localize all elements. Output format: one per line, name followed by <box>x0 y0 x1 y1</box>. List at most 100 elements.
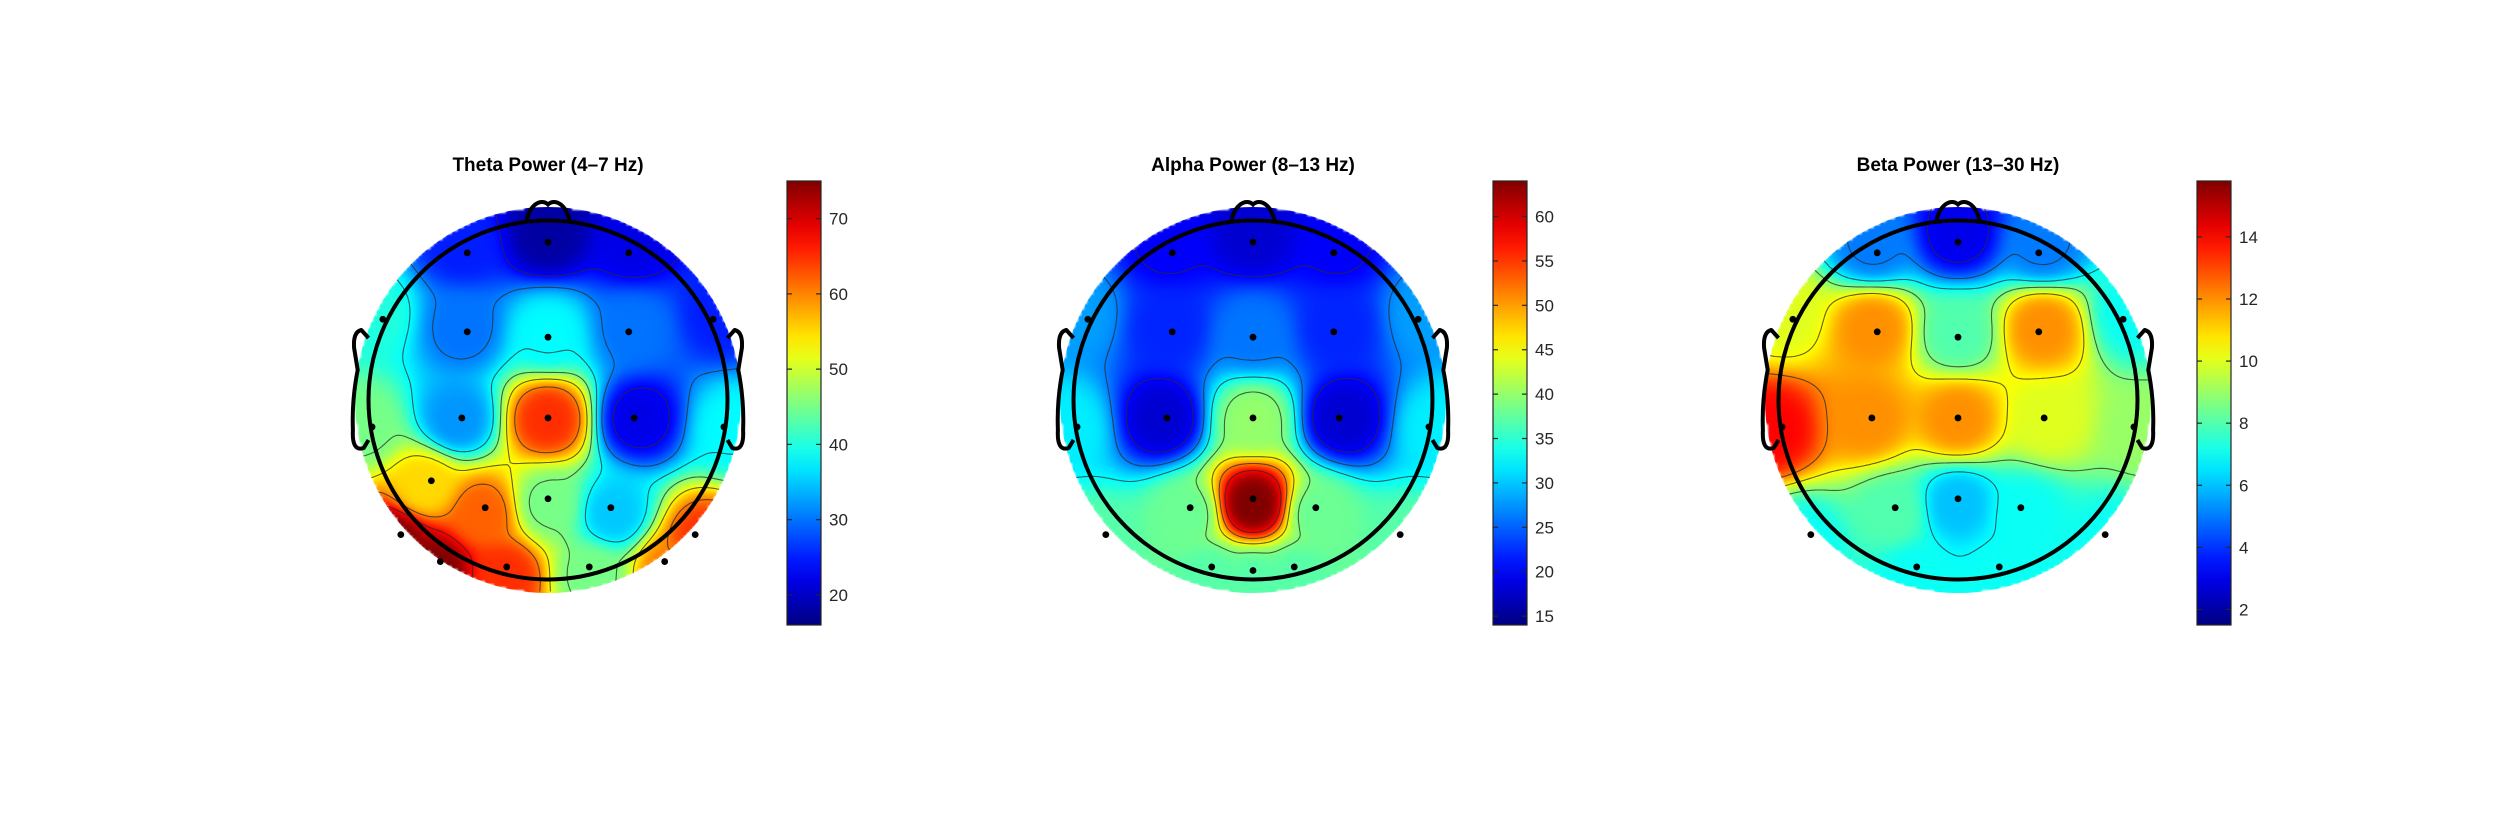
electrode-marker <box>1073 423 1081 431</box>
electrode-marker <box>1249 333 1257 341</box>
topoplot-panel-2: Alpha Power (8–13 Hz) 15 20 25 30 35 40 45 50 55 6… <box>1055 155 1554 626</box>
electrode-marker <box>630 414 638 422</box>
electrode-marker <box>544 414 552 422</box>
electrode-marker <box>1891 504 1899 512</box>
electrode-marker <box>544 238 552 246</box>
panel-title: Alpha Power (8–13 Hz) <box>1151 155 1355 176</box>
electrode-marker <box>1208 563 1216 571</box>
electrode-marker <box>1102 531 1110 539</box>
electrode-marker <box>2101 531 2109 539</box>
electrode-marker <box>625 249 633 257</box>
electrode-marker <box>1414 315 1422 323</box>
colorbar-tick-label: 14 <box>2239 228 2258 247</box>
electrode-marker <box>427 477 435 485</box>
colorbar-gradient <box>2196 180 2232 626</box>
electrode-marker <box>1330 328 1338 336</box>
colorbar-tick-label: 30 <box>829 511 848 530</box>
electrode-marker <box>463 249 471 257</box>
topoplot-panel-3: Beta Power (13–30 Hz) 2 4 6 8 10 12 14 <box>1760 155 2258 626</box>
electrode-marker <box>1425 423 1433 431</box>
power-heatmap <box>1765 207 2151 593</box>
colorbar-tick-label: 70 <box>829 210 848 229</box>
panel-title: Theta Power (4–7 Hz) <box>452 155 643 176</box>
electrode-marker <box>1249 238 1257 246</box>
colorbar-tick-label: 25 <box>1535 518 1554 537</box>
electrode-marker <box>1163 414 1171 422</box>
electrode-marker <box>1330 249 1338 257</box>
colorbar-tick-label: 4 <box>2239 538 2248 557</box>
panel-title: Beta Power (13–30 Hz) <box>1857 155 2060 176</box>
electrode-marker <box>607 504 615 512</box>
electrode-marker <box>1290 563 1298 571</box>
head-outline <box>1776 218 2140 582</box>
electrode-marker <box>1312 504 1320 512</box>
power-heatmap <box>1060 207 1446 593</box>
electrode-marker <box>463 328 471 336</box>
electrode-marker <box>458 414 466 422</box>
left-ear-outline <box>350 328 371 451</box>
colorbar: 20 30 40 50 60 70 <box>786 180 848 626</box>
head-outline <box>1071 218 1435 582</box>
colorbar-tick-label: 60 <box>1535 208 1554 227</box>
electrode-marker <box>1913 563 1921 571</box>
colorbar-tick-label: 2 <box>2239 600 2248 619</box>
head-outline <box>366 218 730 582</box>
electrode-marker <box>1954 414 1962 422</box>
colorbar-tick-label: 50 <box>1535 296 1554 315</box>
electrode-marker <box>1873 328 1881 336</box>
electrode-marker <box>1249 567 1257 574</box>
electrode-marker <box>2035 249 2043 257</box>
electrode-marker <box>1335 414 1343 422</box>
right-ear-outline <box>1430 328 1451 451</box>
topoplot-panel-1: Theta Power (4–7 Hz) 20 30 40 50 60 70 <box>350 155 848 626</box>
electrode-marker <box>1868 414 1876 422</box>
right-ear-outline <box>2135 328 2156 451</box>
electrode-marker <box>397 531 405 539</box>
colorbar-tick-label: 10 <box>2239 352 2258 371</box>
electrode-marker <box>691 531 699 539</box>
colorbar-tick-label: 35 <box>1535 430 1554 449</box>
colorbar: 2 4 6 8 10 12 14 <box>2196 180 2258 626</box>
nose-outline <box>1934 199 1982 223</box>
colorbar: 15 20 25 30 35 40 45 50 55 60 <box>1492 180 1554 626</box>
colorbar-tick-label: 20 <box>1535 563 1554 582</box>
electrode-marker <box>544 495 552 503</box>
electrode-marker <box>1807 531 1815 539</box>
electrode-marker <box>436 558 444 565</box>
colorbar-tick-label: 30 <box>1535 474 1554 493</box>
electrode-marker <box>503 563 511 571</box>
colorbar-tick-label: 20 <box>829 586 848 605</box>
electrode-marker <box>1873 249 1881 257</box>
electrode-marker <box>1789 315 1797 323</box>
nose-outline <box>524 199 572 223</box>
electrode-marker <box>1168 249 1176 257</box>
electrode-marker <box>1186 504 1194 512</box>
electrode-marker <box>625 328 633 336</box>
colorbar-tick-label: 40 <box>829 435 848 454</box>
left-ear-outline <box>1055 328 1076 451</box>
colorbar-gradient <box>1492 180 1528 626</box>
electrode-marker <box>1995 563 2003 571</box>
electrode-marker <box>368 423 376 431</box>
electrode-marker <box>661 558 669 565</box>
electrode-marker <box>2017 504 2025 512</box>
colorbar-tick-label: 40 <box>1535 385 1554 404</box>
colorbar-tick-label: 8 <box>2239 414 2248 433</box>
electrode-marker <box>481 504 489 512</box>
electrode-marker <box>2130 423 2138 431</box>
right-ear-outline <box>725 328 746 451</box>
colorbar-tick-label: 60 <box>829 285 848 304</box>
electrode-marker <box>544 333 552 341</box>
electrode-marker <box>720 423 728 431</box>
electrode-marker <box>1168 328 1176 336</box>
electrode-marker <box>1954 495 1962 503</box>
power-heatmap <box>355 207 741 593</box>
electrode-marker <box>1249 495 1257 503</box>
colorbar-tick-label: 12 <box>2239 290 2258 309</box>
colorbar-tick-label: 6 <box>2239 476 2248 495</box>
colorbar-tick-label: 50 <box>829 360 848 379</box>
electrode-marker <box>1954 238 1962 246</box>
electrode-marker <box>2035 328 2043 336</box>
